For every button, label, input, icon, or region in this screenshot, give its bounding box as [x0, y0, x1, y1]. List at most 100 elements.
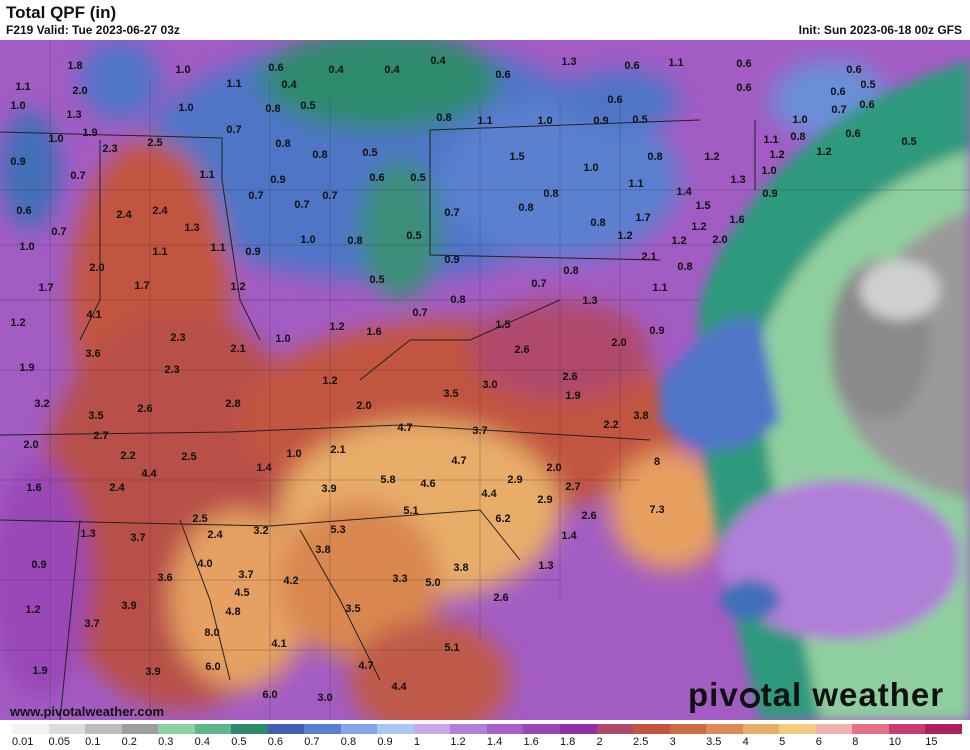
legend-tick-label: 8	[852, 736, 859, 748]
qpf-value: 2.6	[137, 403, 153, 415]
legend-swatch	[888, 724, 926, 734]
qpf-value: 1.0	[48, 133, 64, 145]
qpf-value: 1.0	[300, 234, 316, 246]
legend-tick-label: 10	[888, 736, 901, 748]
qpf-value: 1.5	[509, 151, 525, 163]
legend-tick-label: 0.4	[194, 736, 210, 748]
qpf-value: 1.0	[175, 64, 191, 76]
qpf-value: 0.7	[444, 207, 460, 219]
legend-swatch	[706, 724, 743, 734]
qpf-value: 6.2	[495, 513, 511, 525]
qpf-value: 3.5	[88, 410, 104, 422]
map-title: Total QPF (in)	[6, 3, 117, 22]
qpf-value: 4.7	[451, 455, 467, 467]
qpf-value: 4.4	[141, 468, 157, 480]
qpf-value: 1.6	[366, 326, 382, 338]
qpf-value: 0.5	[300, 100, 316, 112]
qpf-value: 2.7	[93, 430, 109, 442]
color-legend: 0.01 0.05 0.1 0.2 0.3 0.4 0.5 0.6 0.7 0.8 0.9 1 1.2 1…	[0, 720, 970, 750]
qpf-value: 1.5	[695, 200, 711, 212]
qpf-value: 0.8	[347, 235, 363, 247]
qpf-value: 0.9	[444, 254, 460, 266]
legend-swatch	[742, 724, 780, 734]
qpf-value: 0.7	[831, 104, 847, 116]
qpf-value: 0.9	[10, 156, 26, 168]
map-header: Total QPF (in) F219 Valid: Tue 2023-06-2…	[0, 0, 970, 40]
qpf-value: 0.8	[563, 265, 579, 277]
qpf-value: 1.2	[329, 321, 345, 333]
qpf-value: 2.3	[164, 364, 180, 376]
qpf-value: 1.0	[10, 100, 26, 112]
qpf-value: 4.5	[234, 587, 250, 599]
legend-tick-label: 15	[925, 736, 938, 748]
qpf-value: 4.4	[481, 488, 497, 500]
legend-tick-label: 3	[669, 736, 676, 748]
qpf-value: 4.0	[197, 558, 213, 570]
source-url[interactable]: www.pivotalweather.com	[10, 704, 165, 719]
qpf-value: 0.8	[450, 294, 466, 306]
qpf-value: 4.6	[420, 478, 436, 490]
qpf-value: 3.7	[238, 569, 254, 581]
init-time: Init: Sun 2023-06-18 00z GFS	[798, 23, 962, 37]
legend-swatch	[12, 724, 49, 734]
legend-tick-label: 4	[742, 736, 749, 748]
qpf-value: 4.1	[271, 638, 287, 650]
qpf-value: 1.2	[617, 230, 633, 242]
qpf-value: 0.5	[632, 114, 648, 126]
qpf-value: 4.7	[397, 422, 413, 434]
legend-tick-label: 0.7	[304, 736, 320, 748]
map-background	[0, 40, 970, 720]
qpf-value: 1.0	[19, 241, 35, 253]
legend-tick-label: 2	[596, 736, 603, 748]
brand-logo: piv tal weather	[688, 676, 945, 713]
qpf-value: 6.0	[262, 689, 278, 701]
qpf-value: 1.0	[583, 162, 599, 174]
legend-swatch	[450, 724, 487, 734]
qpf-value: 1.1	[628, 178, 644, 190]
legend-tick-label: 1	[413, 736, 420, 748]
qpf-value: 0.4	[281, 79, 297, 91]
legend-tick-label: 3.5	[706, 736, 722, 748]
qpf-value: 0.7	[70, 170, 86, 182]
qpf-value: 2.0	[712, 234, 728, 246]
legend-swatch	[669, 724, 707, 734]
qpf-value: 1.4	[676, 186, 692, 198]
qpf-value: 0.7	[226, 124, 242, 136]
qpf-value: 1.4	[561, 530, 577, 542]
qpf-value: 7.3	[649, 504, 665, 516]
legend-swatch	[596, 724, 634, 734]
qpf-value: 2.0	[611, 337, 627, 349]
qpf-value: 0.7	[248, 190, 264, 202]
legend-tick-label: 0.05	[48, 736, 70, 748]
qpf-value: 1.2	[769, 149, 785, 161]
legend-tick-label: 0.2	[121, 736, 137, 748]
qpf-value: 2.2	[603, 419, 619, 431]
qpf-value: 2.4	[207, 529, 223, 541]
legend-tick-label: 0.3	[158, 736, 174, 748]
qpf-value: 1.3	[730, 174, 746, 186]
legend-swatch	[48, 724, 86, 734]
legend-swatch	[194, 724, 232, 734]
precipitation-map[interactable]: 1.8 1.0 0.6 0.4 0.4 0.4 0.6 1.3 0.6 1.1 0.6 0.6 1.1 2…	[0, 40, 970, 720]
qpf-value: 2.0	[72, 85, 88, 97]
qpf-value: 1.0	[286, 448, 302, 460]
qpf-value: 2.5	[181, 451, 197, 463]
qpf-value: 0.8	[436, 112, 452, 124]
qpf-value: 2.2	[120, 450, 136, 462]
legend-tick-label: 0.8	[340, 736, 357, 748]
qpf-value: 0.6	[859, 99, 875, 111]
qpf-value: 1.9	[19, 362, 35, 374]
qpf-value: 0.9	[245, 246, 261, 258]
qpf-value: 3.2	[34, 398, 50, 410]
qpf-value: 5.1	[444, 642, 460, 654]
legend-ticks: 0.01 0.05 0.1 0.2 0.3 0.4 0.5 0.6 0.7 0.8 0.9 1 1.2 1…	[12, 736, 962, 748]
qpf-value: 2.0	[89, 262, 105, 274]
qpf-value: 2.4	[109, 482, 125, 494]
qpf-value: 0.8	[790, 131, 806, 143]
qpf-value: 2.5	[147, 137, 163, 149]
qpf-value: 0.8	[543, 188, 559, 200]
legend-swatch	[340, 724, 378, 734]
qpf-value: 0.8	[275, 138, 291, 150]
qpf-value: 2.1	[230, 343, 246, 355]
qpf-value: 3.9	[321, 483, 337, 495]
